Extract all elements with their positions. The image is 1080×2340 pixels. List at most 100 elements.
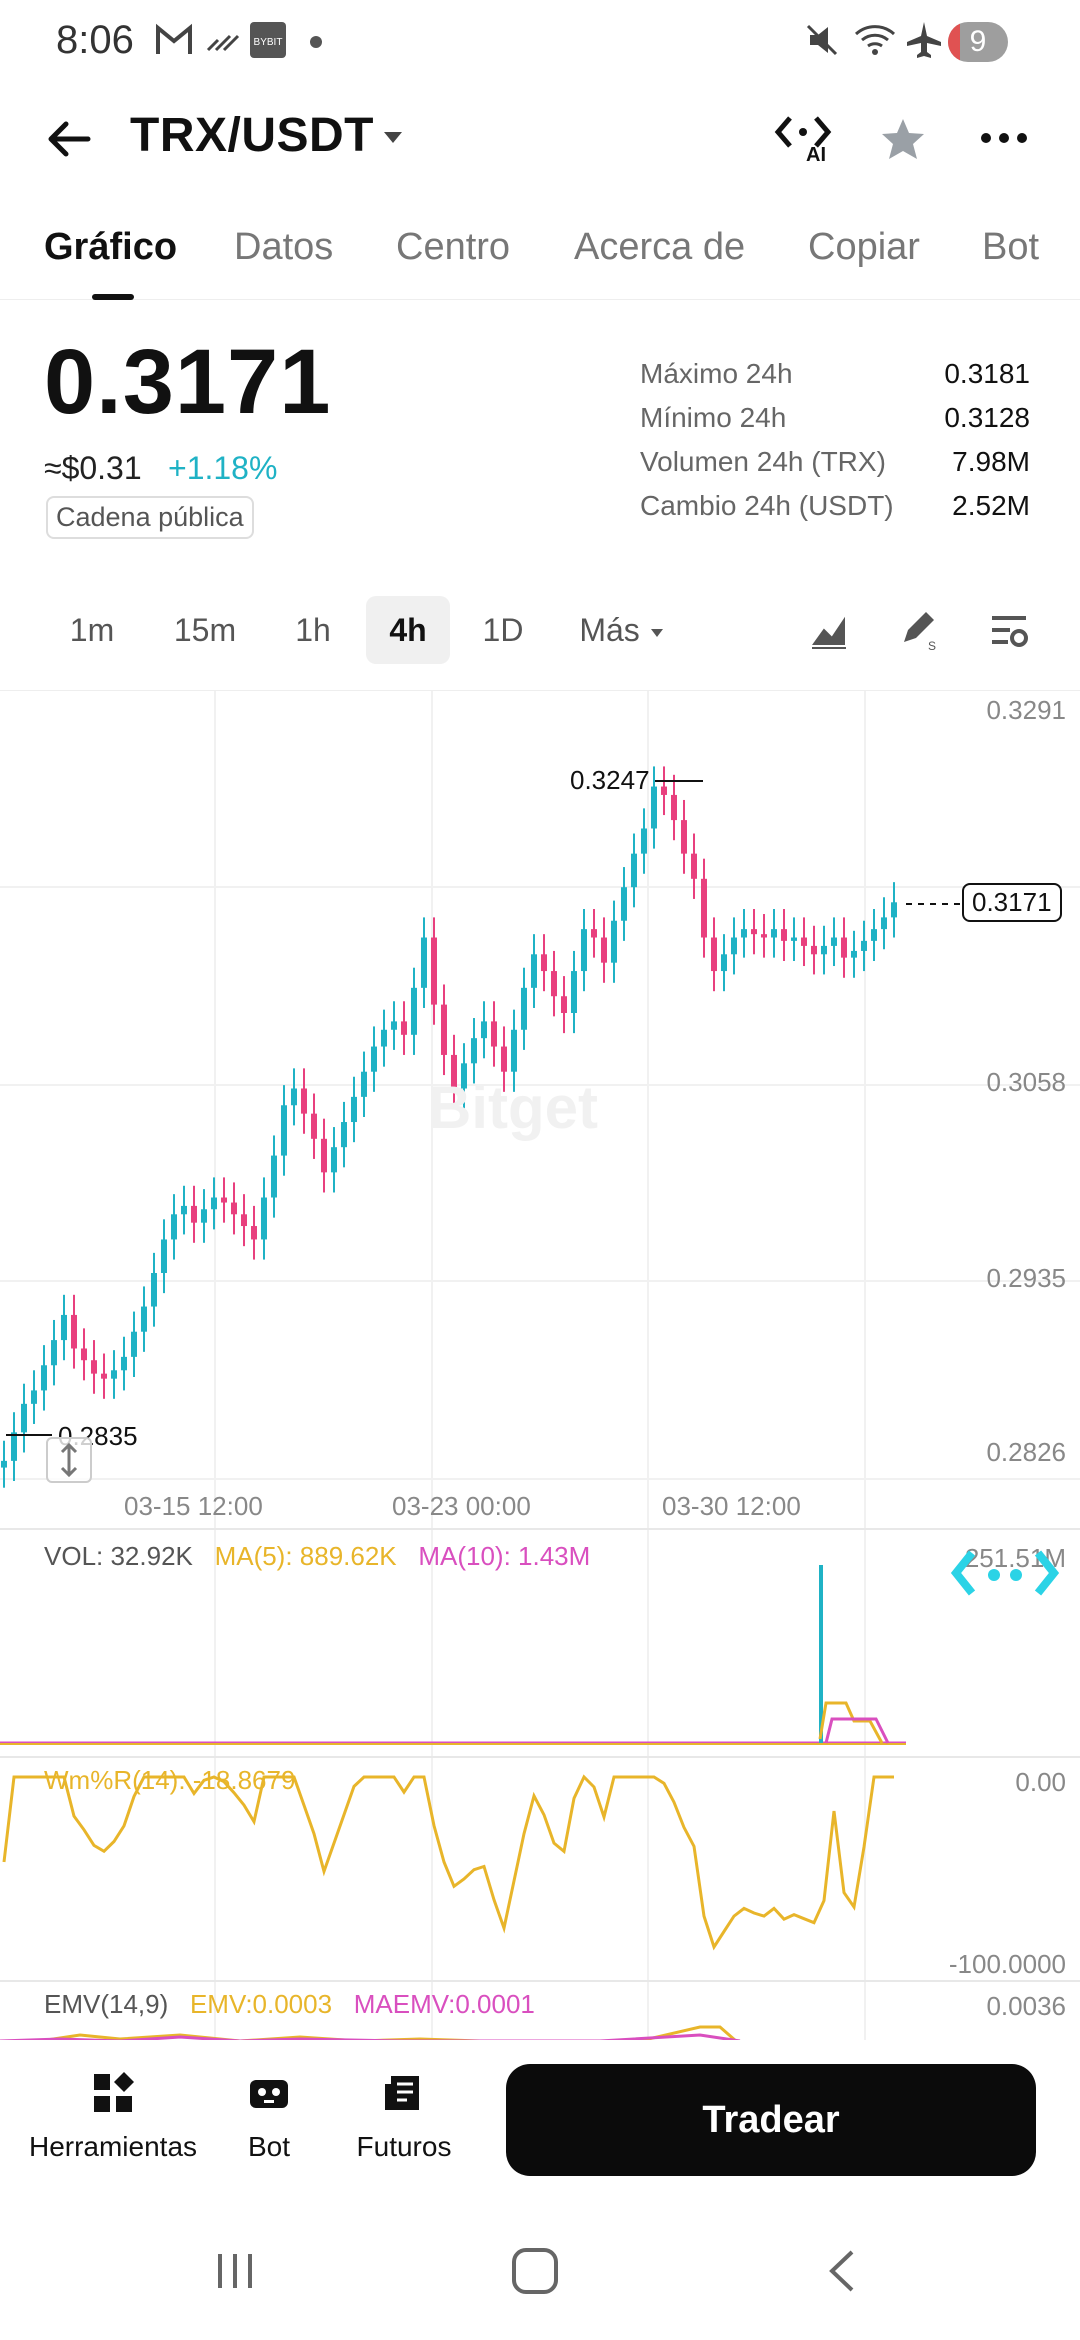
interval-1d[interactable]: 1D [482,612,524,648]
current-price-tag: 0.3171 [962,883,1062,922]
candle-body [21,1403,27,1433]
more-options-icon[interactable] [980,126,1028,150]
candle-body [171,1214,177,1240]
interval-more[interactable]: Más [568,596,676,664]
volume-panel [0,1565,906,1745]
candle-body [871,929,877,941]
back-arrow-icon[interactable] [44,114,94,164]
candle-body [721,954,727,972]
ma5-spike [818,1701,884,1744]
candle-body [231,1202,237,1215]
chart-area[interactable]: Bitget 0.3291 0.3058 0.2935 0.2826 0.324… [0,690,1080,2041]
back-nav-icon[interactable] [822,2248,862,2294]
last-price: 0.3171 [44,331,332,433]
scroll-reset-handle[interactable] [46,1437,92,1483]
candle-body [671,794,677,821]
candle-body [511,1029,517,1072]
stat-value-high: 0.3181 [944,358,1030,389]
high-price-label: 0.3247 [570,765,650,795]
candle-body [501,1046,507,1072]
tab-bot[interactable]: Bot [982,226,1040,268]
candle-body [561,996,567,1013]
bot-button[interactable]: Bot [232,2070,306,2163]
emv-axis-label: 0.0036 [986,1991,1066,2021]
chain-tag[interactable]: Cadena pública [46,496,254,539]
y-axis-label-top: 0.3291 [986,695,1066,725]
candle-body [131,1331,137,1357]
bot-icon [250,2080,288,2108]
indicator-settings-icon[interactable] [988,610,1030,652]
candle-body [31,1390,37,1404]
chart-type-icon[interactable] [808,610,850,652]
status-bar: 8:06 BYBIT 9 [0,0,1080,84]
candle-body [161,1239,167,1273]
candle-body [331,1147,337,1173]
home-icon[interactable] [510,2246,560,2296]
futures-button[interactable]: Futuros [352,2070,456,2163]
wifi-icon [854,25,896,55]
notification-badge: 9 [948,22,1008,62]
candle-body [441,1004,447,1055]
candle-body [651,786,657,829]
candle-body [461,1063,467,1089]
y-axis-label-bottom: 0.2826 [986,1437,1066,1467]
stat-label-high: Máximo 24h [640,358,793,389]
candle-body [831,937,837,946]
caret-down-icon[interactable] [382,126,404,148]
candle-body [841,937,847,958]
emv-value: EMV:0.0003 [189,1989,333,2019]
candle-body [701,878,707,938]
star-icon[interactable] [880,116,926,162]
candle-body [521,987,527,1030]
candle-body [201,1209,207,1223]
price-chart[interactable] [0,691,1080,2041]
bitget-watermark: Bitget [428,1073,598,1142]
tab-centro[interactable]: Centro [396,226,511,268]
interval-4h[interactable]: 4h [366,596,450,664]
draw-tool-icon[interactable]: S [898,608,940,652]
tab-acerca-de[interactable]: Acerca de [574,226,746,268]
candle-body [681,820,687,854]
candle-body [301,1088,307,1114]
ma10-value: MA(10): 1.43M [418,1541,591,1571]
x-axis-label-2: 03-23 00:00 [392,1491,531,1521]
candle-body [281,1105,287,1156]
tab-datos[interactable]: Datos [234,226,334,268]
active-tab-indicator [92,294,134,300]
candle-body [91,1360,97,1374]
candle-body [451,1054,457,1089]
bot-label: Bot [247,2131,291,2162]
candle-body [181,1205,187,1215]
stat-label-low: Mínimo 24h [640,402,787,433]
candle-body [571,971,577,1013]
candle-body [431,937,437,1005]
recent-apps-icon[interactable] [212,2248,258,2294]
wr-axis-bottom: -100.0000 [948,1949,1066,1979]
candle-body [601,937,607,963]
candle-body [211,1197,217,1210]
candle-body [591,929,597,938]
tab-copiar[interactable]: Copiar [808,226,920,268]
candle-body [481,1021,487,1039]
williams-r-line [2,1774,894,1951]
trade-button[interactable]: Tradear [506,2064,1036,2176]
ma5-value: MA(5): 889.62K [214,1541,397,1571]
ai-button[interactable]: AI [772,112,834,168]
pair-title[interactable]: TRX/USDT [130,109,374,162]
volume-spike-bar [819,1565,823,1743]
expand-chart-icon[interactable] [950,1543,1060,1603]
interval-15m[interactable]: 15m [173,612,237,648]
x-axis-label-3: 03-30 12:00 [662,1491,801,1521]
x-axis-label-1: 03-15 12:00 [124,1491,263,1521]
interval-1h[interactable]: 1h [295,612,331,648]
tools-icon [94,2072,134,2112]
section-tabs: Gráfico Datos Centro Acerca de Copiar Bo… [0,210,1080,300]
candle-body [361,1071,367,1097]
ai-label: AI [806,144,826,166]
tools-button[interactable]: Herramientas [28,2070,198,2163]
candle-body [351,1096,357,1123]
interval-1m[interactable]: 1m [69,612,115,648]
candle-body [791,937,797,941]
bybit-icon: BYBIT [250,22,286,58]
tab-grafico[interactable]: Gráfico [44,226,178,268]
